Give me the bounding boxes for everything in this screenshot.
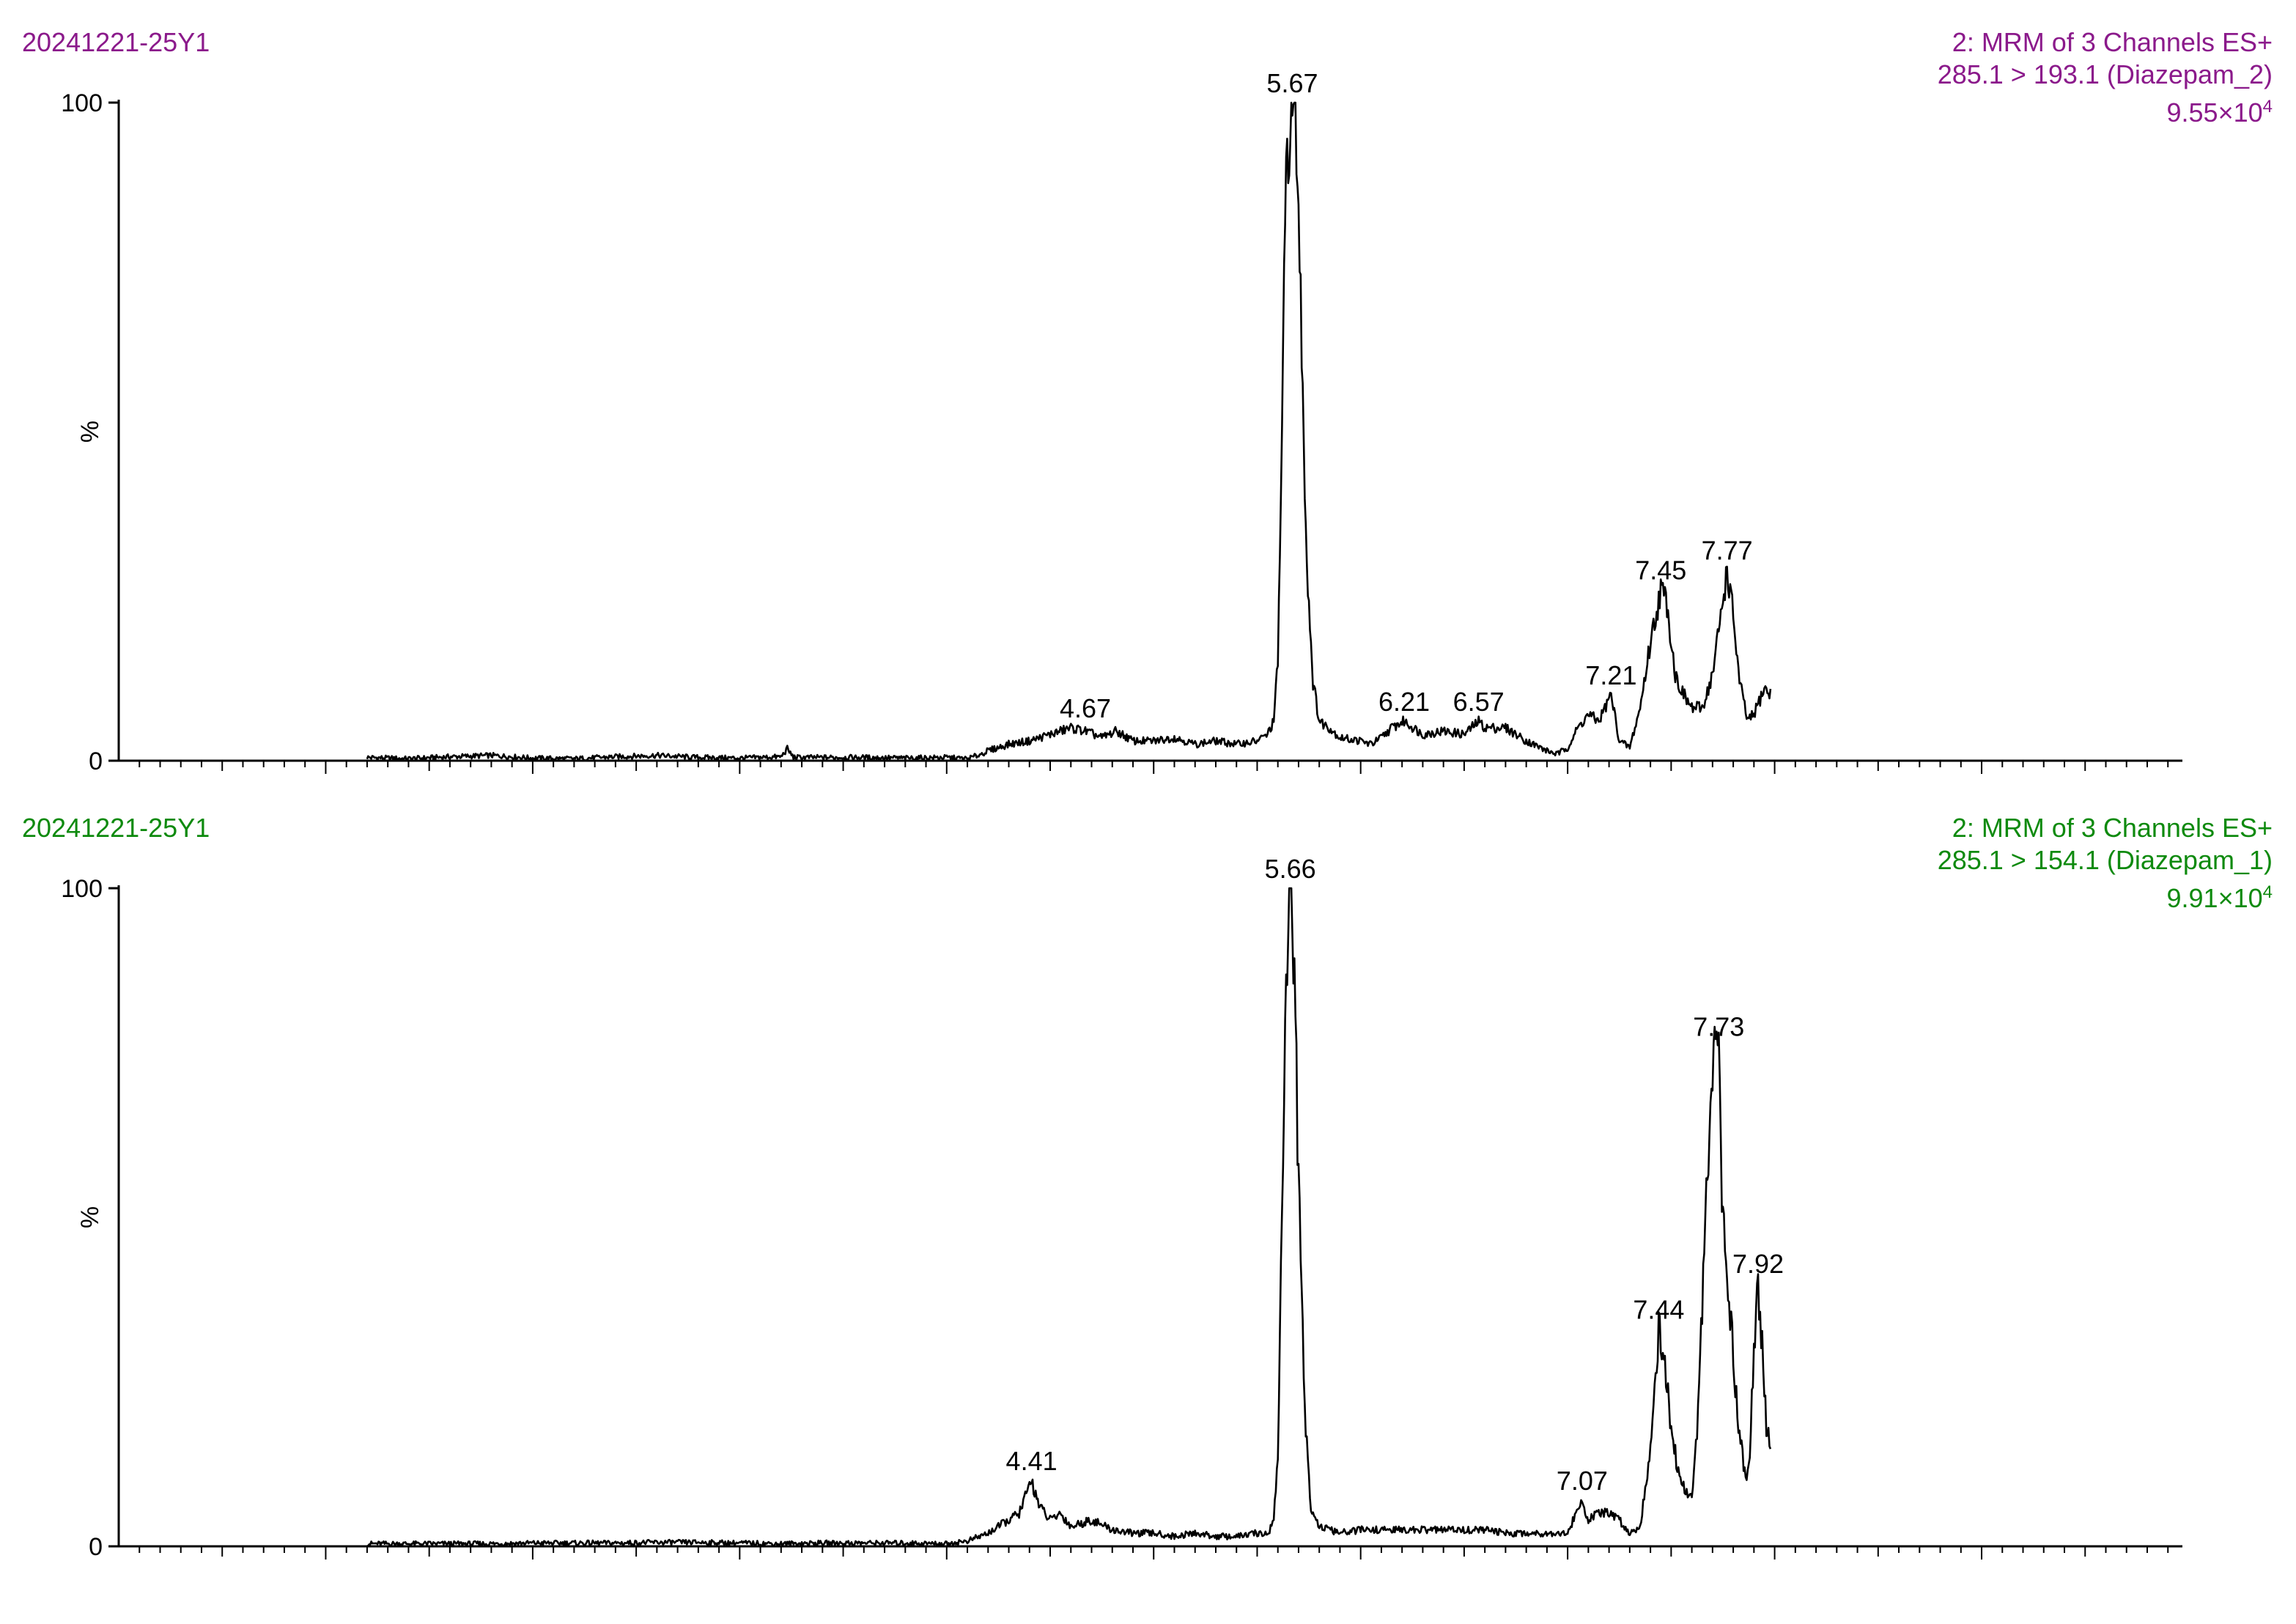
- y-tick-label: 100: [61, 89, 103, 117]
- y-axis-label: %: [76, 421, 104, 443]
- peak-label: 4.41: [1006, 1446, 1057, 1476]
- chromatogram-trace: [366, 887, 1772, 1547]
- x-tick-label: 2.00: [509, 783, 557, 786]
- peak-label: 7.21: [1585, 660, 1636, 690]
- intensity-exponent: 4: [2262, 97, 2273, 117]
- x-tick-label: 3.00: [715, 783, 764, 786]
- intensity-exponent: 4: [2262, 882, 2273, 902]
- peak-label: 5.67: [1266, 68, 1318, 98]
- channel-header: 2: MRM of 3 Channels ES+ 285.1 > 154.1 (…: [1938, 812, 2273, 915]
- peak-label: 6.57: [1453, 687, 1505, 717]
- x-tick-label: 8.00: [1750, 1568, 1798, 1571]
- peak-label: 7.77: [1702, 536, 1753, 566]
- channel-header: 2: MRM of 3 Channels ES+ 285.1 > 193.1 (…: [1938, 26, 2273, 129]
- peak-label: 6.21: [1378, 687, 1430, 717]
- x-tick-label: 6.00: [1337, 1568, 1385, 1571]
- transition-label: 285.1 > 154.1 (Diazepam_1): [1937, 845, 2273, 875]
- chromatogram-panel-bottom: 20241221-25Y1 2: MRM of 3 Channels ES+ 2…: [0, 786, 2296, 1571]
- chromatogram-trace: [366, 101, 1772, 762]
- x-tick-label: 6.00: [1337, 783, 1385, 786]
- sample-name: 20241221-25Y1: [22, 27, 210, 57]
- x-tick-label: 5.00: [1129, 783, 1178, 786]
- transition-label: 285.1 > 193.1 (Diazepam_2): [1937, 59, 2273, 89]
- chromatogram-panel-top: 20241221-25Y1 2: MRM of 3 Channels ES+ 2…: [0, 0, 2296, 786]
- x-tick-label: 1.00: [301, 783, 350, 786]
- intensity-label: 9.91×104: [1938, 876, 2273, 915]
- x-tick-label: 4.00: [923, 1568, 971, 1571]
- x-tick-label: 2.00: [509, 1568, 557, 1571]
- chromatogram-plot: 100 0% 1.00 2.00 3.00 4.00 5.00 6.00 7.00 8.00 9.0…: [61, 68, 2182, 786]
- intensity-mantissa: 9.55×10: [2166, 97, 2263, 128]
- x-tick-label: 9.00: [1957, 1568, 2006, 1571]
- x-tick-label: 7.00: [1543, 1568, 1592, 1571]
- peak-label: 7.73: [1693, 1012, 1744, 1042]
- intensity-mantissa: 9.91×10: [2166, 883, 2263, 913]
- peak-label: 7.07: [1557, 1466, 1608, 1496]
- y-tick-label: 0: [89, 748, 103, 775]
- peak-label: 5.66: [1265, 854, 1316, 884]
- peak-label: 7.45: [1635, 556, 1686, 586]
- chromatogram-plot: 100 0% 1.00 2.00 3.00 4.00 5.00 6.00 7.00 8.00 9.0…: [61, 854, 2182, 1571]
- channel-title: 2: MRM of 3 Channels ES+: [1952, 27, 2273, 57]
- x-tick-label: 8.00: [1750, 783, 1798, 786]
- peak-label: 7.44: [1633, 1295, 1684, 1325]
- x-tick-label: 3.00: [715, 1568, 764, 1571]
- x-tick-label: 4.00: [923, 783, 971, 786]
- y-axis-label: %: [76, 1206, 104, 1228]
- x-tick-label: 1.00: [301, 1568, 350, 1571]
- peak-label: 4.67: [1060, 693, 1111, 723]
- y-tick-label: 100: [61, 875, 103, 903]
- x-tick-label: 9.00: [1957, 783, 2006, 786]
- sample-name: 20241221-25Y1: [22, 813, 210, 843]
- y-tick-label: 0: [89, 1533, 103, 1561]
- x-tick-label: 5.00: [1129, 1568, 1178, 1571]
- peak-label: 7.92: [1732, 1249, 1784, 1279]
- channel-title: 2: MRM of 3 Channels ES+: [1952, 813, 2273, 843]
- intensity-label: 9.55×104: [1938, 91, 2273, 129]
- x-tick-label: 7.00: [1543, 783, 1592, 786]
